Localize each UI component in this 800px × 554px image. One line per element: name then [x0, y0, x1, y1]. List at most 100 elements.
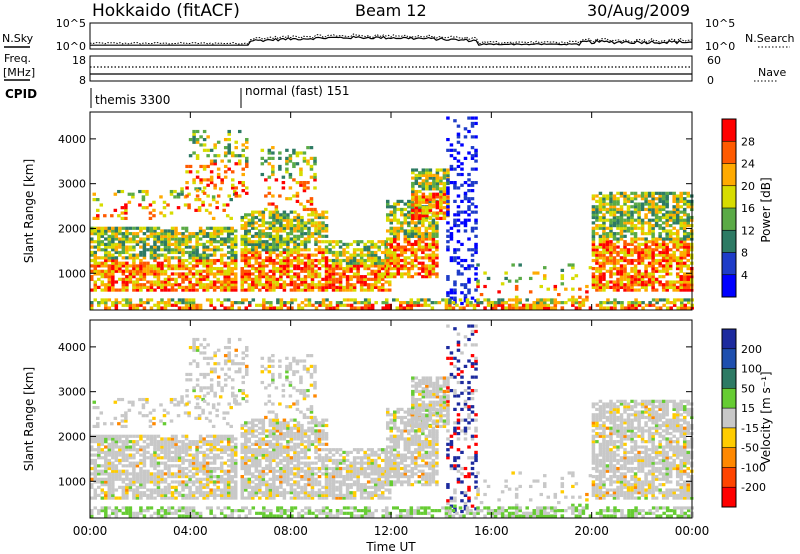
velocity-echo-cell: [156, 445, 161, 449]
power-echo-cell: [335, 266, 339, 271]
power-echo-cell: [616, 197, 620, 201]
power-echo-cell: [153, 258, 157, 263]
power-echo-cell: [633, 283, 638, 287]
velocity-echo-cell: [232, 397, 237, 402]
power-echo-cell: [609, 191, 613, 195]
power-echo-cell: [244, 250, 248, 255]
power-echo-cell: [233, 261, 238, 265]
power-echo-cell: [403, 232, 408, 236]
power-echo-cell: [205, 277, 210, 281]
power-echo-cell: [309, 167, 314, 171]
velocity-echo-cell: [258, 445, 262, 449]
power-echo-cell: [230, 306, 234, 310]
power-echo-cell: [156, 303, 161, 307]
power-echo-cell: [470, 253, 475, 257]
power-echo-cell: [535, 301, 540, 305]
power-echo-cell: [209, 258, 213, 263]
power-echo-cell: [237, 301, 241, 305]
velocity-echo-cell: [188, 362, 193, 366]
power-echo-cell: [470, 116, 475, 120]
power-echo-cell: [90, 275, 94, 279]
power-echo-cell: [637, 221, 641, 225]
power-echo-cell: [267, 202, 272, 206]
power-echo-cell: [431, 229, 436, 233]
power-echo-cell: [626, 272, 631, 276]
power-echo-cell: [463, 221, 468, 225]
power-echo-cell: [626, 258, 631, 263]
velocity-echo-cell: [139, 437, 143, 441]
power-echo-cell: [623, 194, 627, 198]
velocity-echo-cell: [247, 450, 252, 454]
velocity-echo-cell: [251, 426, 255, 430]
power-echo-cell: [410, 242, 415, 246]
power-echo-cell: [202, 232, 206, 236]
power-echo-cell: [303, 261, 308, 265]
velocity-echo-cell: [199, 388, 203, 393]
power-echo-cell: [467, 189, 471, 193]
power-echo-cell: [223, 154, 228, 158]
power-echo-cell: [598, 207, 603, 212]
power-echo-cell: [275, 221, 280, 225]
power-echo-cell: [139, 272, 143, 276]
power-echo-cell: [470, 226, 475, 230]
velocity-echo-cell: [215, 414, 219, 418]
power-echo-cell: [205, 248, 210, 252]
power-echo-cell: [571, 263, 575, 267]
power-echo-cell: [258, 240, 262, 244]
power-echo-cell: [174, 250, 178, 255]
velocity-echo-cell: [93, 477, 98, 481]
power-echo-cell: [90, 229, 94, 233]
power-echo-cell: [202, 269, 206, 273]
power-echo-cell: [223, 175, 228, 179]
power-echo-cell: [665, 229, 669, 233]
power-echo-cell: [380, 277, 385, 281]
power-data-layer: [90, 116, 694, 310]
power-echo-cell: [128, 248, 133, 252]
velocity-echo-cell: [205, 434, 210, 438]
power-echo-cell: [446, 195, 450, 199]
velocity-echo-cell: [111, 448, 115, 452]
power-echo-cell: [453, 183, 457, 187]
power-echo-cell: [125, 266, 129, 271]
power-echo-cell: [300, 240, 304, 244]
power-echo-cell: [619, 207, 624, 212]
power-echo-cell: [216, 167, 221, 171]
power-echo-cell: [682, 229, 687, 233]
velocity-echo-cell: [148, 424, 153, 429]
velocity-echo-cell: [230, 456, 234, 460]
power-echo-cell: [212, 283, 217, 287]
velocity-echo-cell: [152, 408, 156, 412]
velocity-echo-cell: [230, 453, 234, 457]
power-echo-cell: [293, 223, 297, 228]
power-echo-cell: [602, 199, 606, 203]
velocity-echo-cell: [202, 469, 206, 473]
power-echo-cell: [289, 218, 294, 222]
velocity-echo-cell: [107, 488, 112, 492]
power-echo-cell: [449, 291, 454, 295]
power-echo-cell: [623, 277, 627, 281]
power-echo-cell: [303, 226, 308, 230]
power-echo-cell: [637, 205, 641, 209]
power-echo-cell: [581, 303, 586, 307]
power-echo-cell: [272, 229, 276, 233]
power-echo-cell: [425, 214, 429, 218]
power-echo-cell: [254, 250, 259, 255]
power-echo-cell: [328, 242, 332, 246]
power-echo-cell: [453, 299, 457, 303]
velocity-echo-cell: [139, 469, 143, 473]
power-echo-cell: [591, 237, 596, 241]
velocity-echo-cell: [100, 488, 105, 492]
power-echo-cell: [623, 202, 627, 206]
power-echo-cell: [149, 264, 154, 268]
power-echo-cell: [153, 264, 157, 268]
power-echo-cell: [209, 248, 213, 252]
velocity-echo-cell: [160, 493, 164, 497]
velocity-echo-cell: [258, 461, 262, 465]
power-echo-cell: [598, 272, 603, 276]
power-echo-cell: [223, 137, 228, 142]
velocity-echo-cell: [240, 426, 244, 430]
freq-label-line1: Freq.: [4, 52, 31, 65]
power-echo-cell: [230, 232, 234, 236]
power-echo-cell: [335, 258, 339, 263]
power-echo-cell: [456, 135, 461, 139]
